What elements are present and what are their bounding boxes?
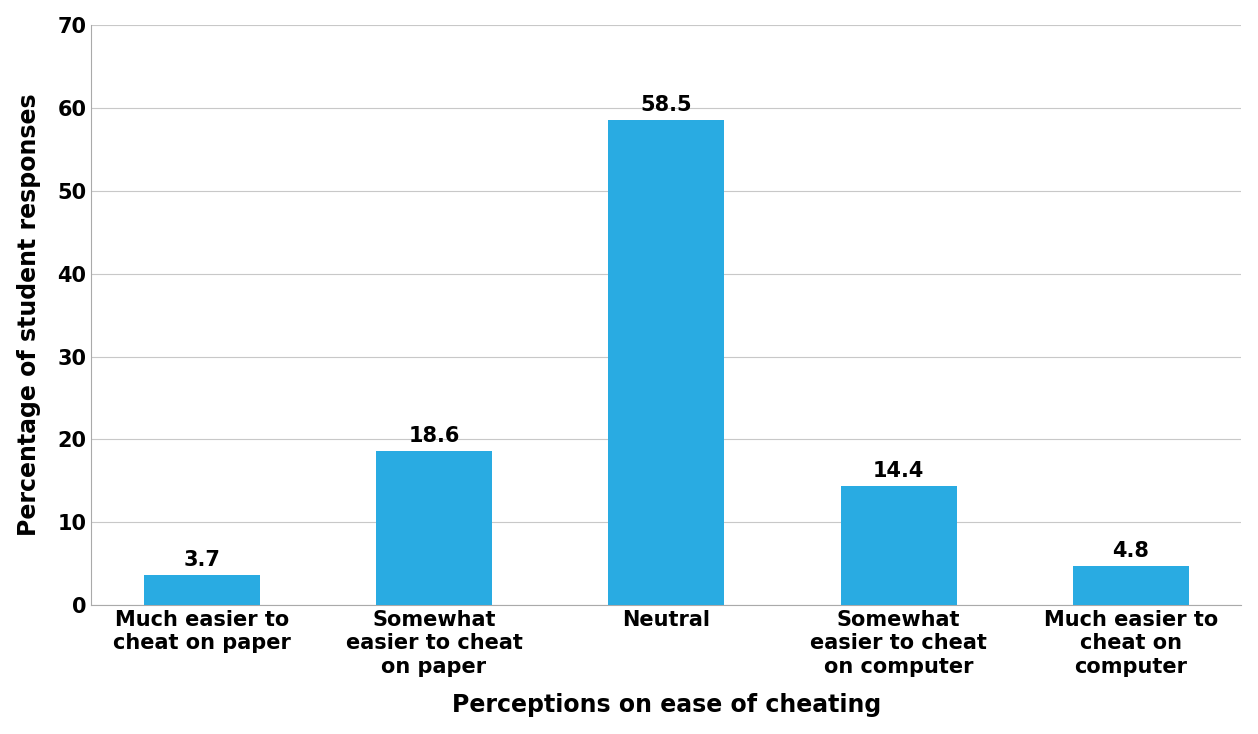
Text: 3.7: 3.7 <box>184 550 220 570</box>
Text: 14.4: 14.4 <box>873 461 925 481</box>
Bar <box>609 120 725 606</box>
Bar <box>1073 566 1189 606</box>
X-axis label: Perceptions on ease of cheating: Perceptions on ease of cheating <box>452 694 881 717</box>
Text: 18.6: 18.6 <box>409 426 459 446</box>
Text: 58.5: 58.5 <box>640 95 692 115</box>
Bar <box>840 486 957 606</box>
Bar <box>376 451 492 606</box>
Y-axis label: Percentage of student responses: Percentage of student responses <box>16 94 40 537</box>
Bar <box>143 575 259 606</box>
Text: 4.8: 4.8 <box>1112 541 1150 561</box>
